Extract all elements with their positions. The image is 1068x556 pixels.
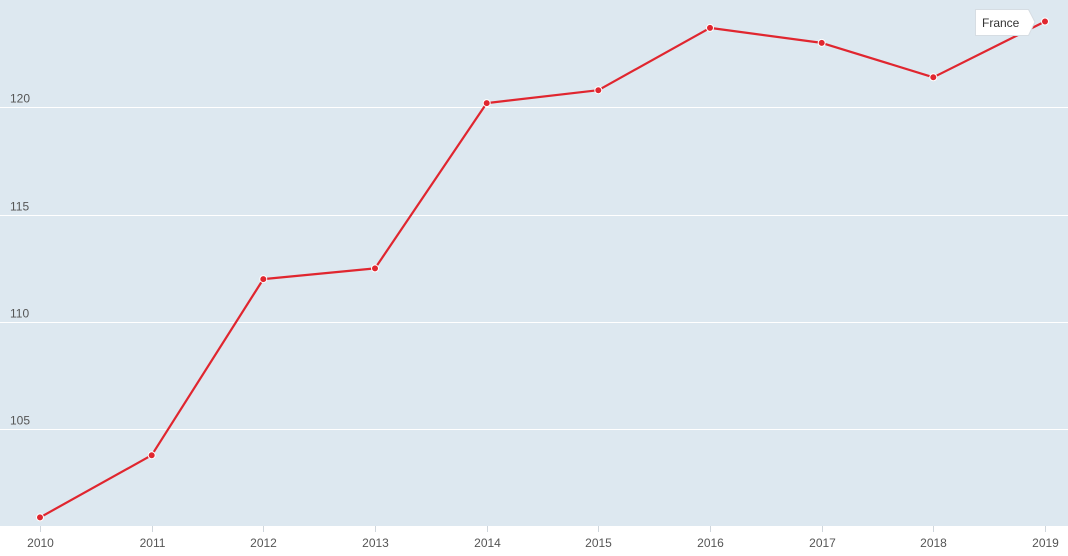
- data-point-2015: [594, 86, 603, 95]
- series-label-text: France: [982, 16, 1020, 30]
- data-point-2012: [259, 275, 268, 284]
- x-axis-ticks: 2010 2011 2012 2013 2014 2015 2016 2017 2018 2019: [27, 526, 1059, 550]
- data-point-2011: [147, 451, 156, 460]
- plot-background: [0, 0, 1068, 526]
- x-tick-label-2016: 2016: [697, 536, 724, 550]
- y-tick-label-120: 120: [10, 92, 30, 106]
- x-tick-label-2012: 2012: [250, 536, 277, 550]
- data-point-2013: [371, 264, 379, 273]
- data-point-2018: [929, 73, 938, 82]
- x-tick-label-2017: 2017: [809, 536, 836, 550]
- data-point-2016: [706, 23, 714, 32]
- x-tick-label-2019: 2019: [1032, 536, 1059, 550]
- x-tick-label-2018: 2018: [920, 536, 947, 550]
- series-label: France: [975, 9, 1036, 36]
- series-layer: [36, 17, 1049, 522]
- gridlines: [0, 107, 1068, 430]
- data-point-2019: [1041, 17, 1049, 26]
- x-tick-label-2010: 2010: [27, 536, 54, 550]
- data-point-2017: [817, 38, 826, 47]
- y-tick-label-110: 110: [10, 307, 29, 321]
- x-tick-label-2011: 2011: [140, 536, 166, 550]
- series-line-0: [39, 20, 1046, 519]
- x-tick-label-2014: 2014: [474, 536, 501, 550]
- y-axis-ticks: 105 110 115 120: [10, 92, 30, 428]
- data-point-2010: [36, 513, 44, 522]
- series-label-box: [975, 9, 1036, 36]
- y-tick-label-105: 105: [10, 414, 30, 428]
- x-tick-label-2013: 2013: [362, 536, 389, 550]
- y-tick-label-115: 115: [10, 200, 29, 214]
- data-point-2014: [482, 99, 491, 108]
- x-tick-label-2015: 2015: [585, 536, 612, 550]
